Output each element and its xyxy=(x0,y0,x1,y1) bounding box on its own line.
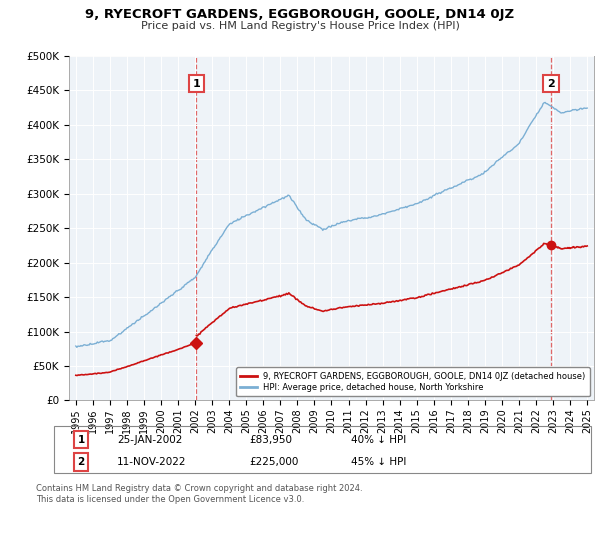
Text: 1: 1 xyxy=(77,435,85,445)
Text: 25-JAN-2002: 25-JAN-2002 xyxy=(117,435,182,445)
Text: 2: 2 xyxy=(77,457,85,467)
Text: £83,950: £83,950 xyxy=(249,435,292,445)
Text: 11-NOV-2022: 11-NOV-2022 xyxy=(117,457,187,467)
Text: £225,000: £225,000 xyxy=(249,457,298,467)
Text: 40% ↓ HPI: 40% ↓ HPI xyxy=(351,435,406,445)
Text: Contains HM Land Registry data © Crown copyright and database right 2024.
This d: Contains HM Land Registry data © Crown c… xyxy=(36,484,362,504)
Text: 2: 2 xyxy=(547,78,555,88)
Legend: 9, RYECROFT GARDENS, EGGBOROUGH, GOOLE, DN14 0JZ (detached house), HPI: Average : 9, RYECROFT GARDENS, EGGBOROUGH, GOOLE, … xyxy=(236,367,590,396)
Text: 9, RYECROFT GARDENS, EGGBOROUGH, GOOLE, DN14 0JZ: 9, RYECROFT GARDENS, EGGBOROUGH, GOOLE, … xyxy=(85,8,515,21)
Text: Price paid vs. HM Land Registry's House Price Index (HPI): Price paid vs. HM Land Registry's House … xyxy=(140,21,460,31)
Text: 1: 1 xyxy=(193,78,200,88)
Text: 45% ↓ HPI: 45% ↓ HPI xyxy=(351,457,406,467)
